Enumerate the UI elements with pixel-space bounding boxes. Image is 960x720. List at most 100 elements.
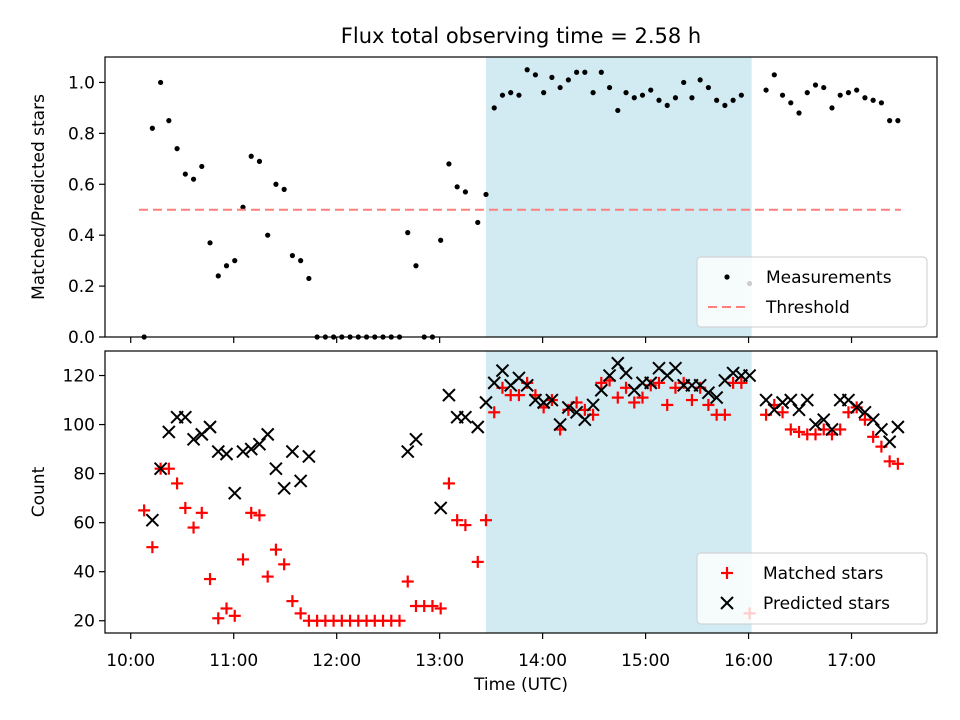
x-tick-label: 14:00 [518, 651, 567, 671]
matched-star-point [245, 506, 258, 519]
legend-measurements-marker [724, 274, 730, 280]
measurement-point [491, 105, 497, 111]
matched-star-point [171, 477, 184, 490]
predicted-star-point [178, 410, 193, 424]
measurement-point [862, 95, 868, 101]
matched-star-point [611, 391, 624, 404]
predicted-star-point [619, 366, 633, 380]
measurement-point [565, 77, 571, 83]
matched-star-point [834, 423, 847, 436]
predicted-star-point [244, 442, 258, 456]
matched-star-point [628, 396, 641, 409]
matched-star-point [195, 506, 208, 519]
measurement-point [256, 158, 263, 164]
measurement-point [207, 240, 213, 246]
measurement-point [705, 84, 712, 91]
figure-title: Flux total observing time = 2.58 h [341, 24, 701, 48]
measurement-point [557, 84, 563, 91]
measurement-point [730, 97, 736, 103]
count-marks [138, 356, 905, 627]
matched-star-point [735, 376, 748, 389]
y-tick-label: 0.6 [68, 175, 95, 195]
predicted-star-point [487, 376, 501, 390]
predicted-star-point [203, 420, 217, 434]
matched-star-point [212, 612, 225, 625]
matched-star-point [891, 457, 904, 470]
predicted-star-point [866, 412, 880, 427]
measurement-point [598, 69, 604, 75]
measurement-point [590, 90, 596, 96]
measurement-point [405, 230, 411, 236]
predicted-star-point [849, 400, 864, 415]
measurement-point [273, 181, 279, 187]
measurement-point [648, 87, 654, 93]
count-legend: Matched stars Predicted stars [696, 552, 928, 625]
predicted-star-point [891, 420, 905, 434]
matched-star-point [187, 521, 200, 534]
x-tick-label: 10:00 [106, 651, 155, 671]
predicted-star-point [644, 376, 658, 390]
measurement-point [779, 92, 786, 98]
predicted-star-point [186, 432, 201, 446]
measurement-point [199, 163, 205, 170]
measurement-point [870, 97, 876, 103]
matched-star-point [442, 477, 455, 490]
measurement-point [174, 146, 180, 152]
x-tick-label: 12:00 [312, 651, 361, 671]
predicted-star-point [759, 393, 773, 407]
predicted-star-point [578, 412, 592, 427]
predicted-star-point [808, 417, 823, 432]
predicted-star-point [586, 398, 600, 412]
y-tick-label: 120 [63, 367, 95, 387]
measurement-point [413, 263, 419, 269]
predicted-star-point [726, 366, 740, 380]
x-tick-label: 17:00 [827, 651, 876, 671]
predicted-star-point [561, 400, 576, 415]
predicted-star-point [458, 410, 473, 424]
legend-measurements-label: Measurements [766, 268, 892, 288]
measurement-point [182, 171, 188, 177]
y-tick-label: 0.0 [68, 328, 95, 348]
predicted-star-point [775, 395, 790, 410]
ratio-axes-frame [104, 56, 938, 338]
matched-star-point [479, 514, 492, 527]
predicted-star-point [784, 393, 798, 407]
matched-star-point [146, 541, 159, 554]
matched-star-point [204, 573, 217, 586]
ratio-panel: 0.0 0.2 0.4 0.6 0.8 1.0 Matched/Predicted sta… [29, 56, 938, 348]
measurement-point [615, 107, 621, 114]
measurement-point [149, 125, 155, 131]
x-tick-label: 13:00 [415, 651, 464, 671]
measurement-point [281, 186, 287, 192]
legend-matched-label: Matched stars [763, 564, 883, 584]
matched-star-point [459, 519, 472, 532]
predicted-star-point [792, 403, 806, 417]
x-tick-label: 16:00 [724, 651, 773, 671]
predicted-star-point [495, 363, 510, 378]
matched-star-point [595, 376, 608, 389]
predicted-star-point [594, 383, 609, 397]
matched-star-point [162, 462, 175, 475]
matched-star-point [685, 394, 698, 407]
predicted-star-point [882, 435, 897, 449]
predicted-star-point [236, 444, 250, 459]
ratio-y-axis-label: Matched/Predicted stars [29, 94, 49, 300]
y-tick-label: 80 [73, 465, 95, 485]
predicted-star-point [611, 356, 625, 370]
measurement-point [895, 118, 901, 124]
matched-star-point [867, 430, 880, 443]
predicted-star-point [145, 513, 160, 527]
ratio-legend: Measurements Threshold [696, 256, 928, 328]
measurement-point [289, 252, 296, 259]
predicted-star-point [709, 390, 724, 405]
count-axes-frame [104, 350, 938, 634]
measurement-point [306, 275, 312, 282]
predicted-star-point [293, 474, 308, 488]
measurement-point [516, 92, 522, 98]
matched-star-point [471, 555, 484, 568]
matched-star-point [261, 570, 274, 583]
count-panel: 20 40 60 80 100 120 Count Matched stars Predi… [29, 350, 938, 639]
count-y-axis-label: Count [29, 466, 49, 517]
predicted-star-point [553, 417, 567, 432]
